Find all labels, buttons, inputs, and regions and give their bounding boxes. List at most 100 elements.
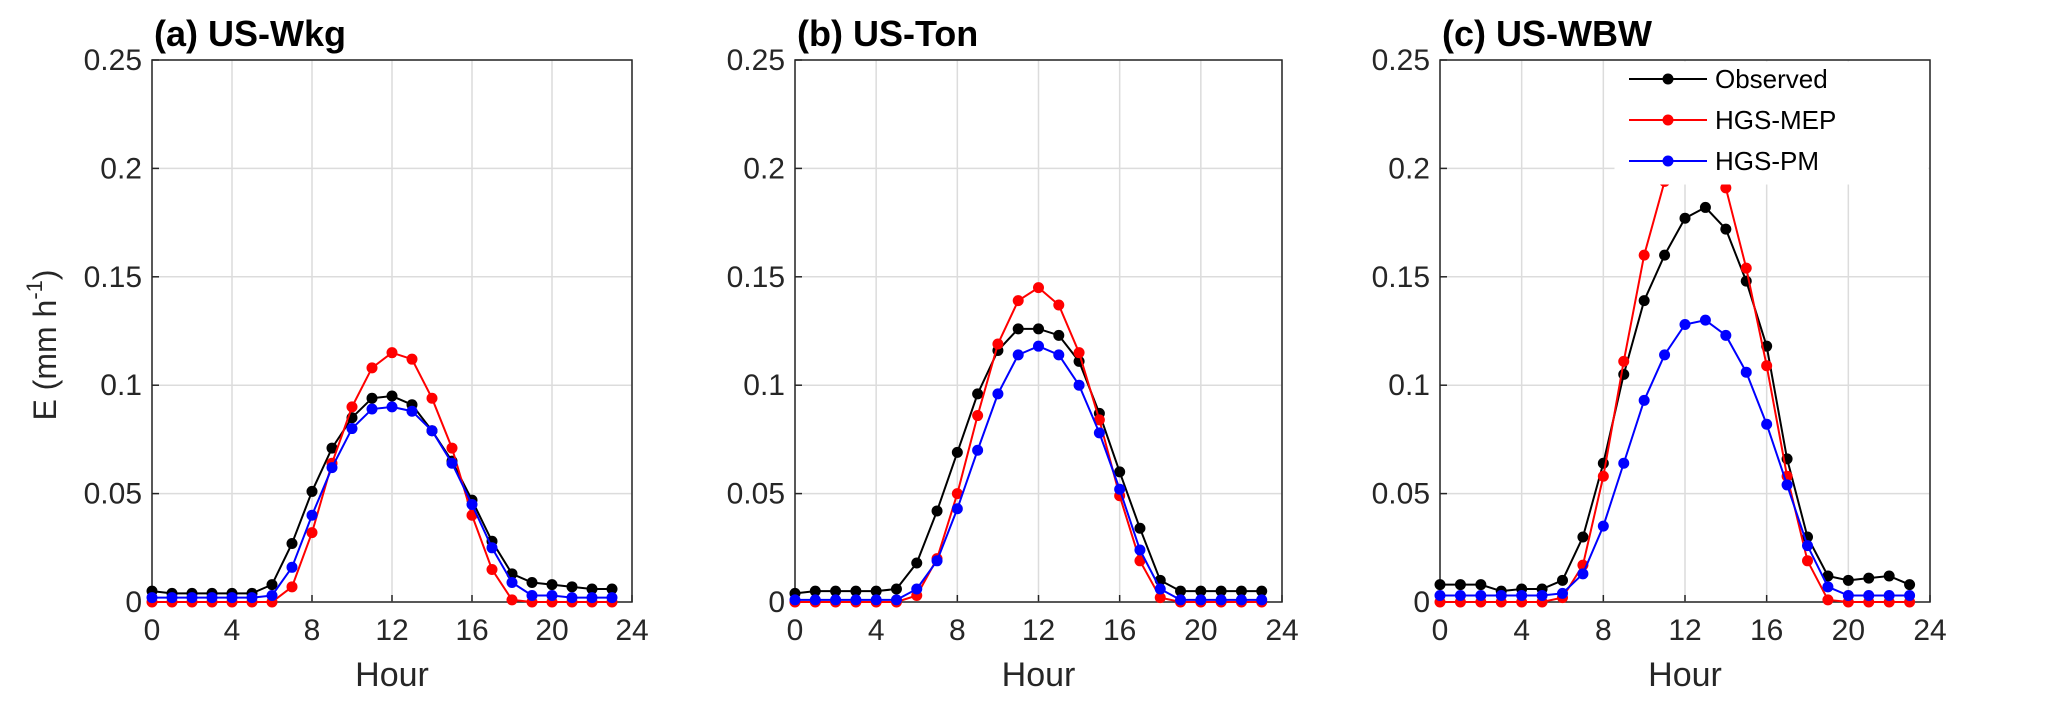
data-point-mep bbox=[366, 362, 378, 374]
data-point-pm bbox=[346, 423, 358, 435]
data-point-observed bbox=[1863, 572, 1875, 584]
data-point-observed bbox=[931, 505, 943, 517]
data-point-observed bbox=[1638, 295, 1650, 307]
y-tick-label: 0.2 bbox=[1388, 152, 1430, 185]
y-tick-label: 0.25 bbox=[1372, 44, 1430, 77]
data-point-pm bbox=[446, 457, 458, 469]
data-point-pm bbox=[1114, 483, 1126, 495]
data-point-pm bbox=[1434, 589, 1446, 601]
data-point-pm bbox=[1012, 349, 1024, 361]
axes-box bbox=[794, 59, 1283, 603]
data-point-pm bbox=[1195, 594, 1207, 606]
data-point-pm bbox=[1536, 589, 1548, 601]
data-point-pm bbox=[366, 403, 378, 415]
axes-box bbox=[151, 59, 633, 603]
data-point-pm bbox=[1761, 418, 1773, 430]
x-tick-label: 20 bbox=[535, 614, 568, 647]
data-point-pm bbox=[1175, 594, 1187, 606]
data-point-observed bbox=[1557, 574, 1568, 586]
data-point-pm bbox=[1577, 568, 1589, 580]
data-point-mep bbox=[1740, 262, 1752, 274]
legend-marker bbox=[1662, 114, 1674, 126]
data-point-observed bbox=[1842, 574, 1854, 586]
data-point-pm bbox=[1134, 544, 1146, 556]
data-point-pm bbox=[809, 594, 821, 606]
data-point-pm bbox=[566, 592, 578, 604]
data-point-pm bbox=[246, 592, 258, 604]
x-tick-label: 20 bbox=[1832, 614, 1865, 647]
data-point-mep bbox=[1720, 182, 1732, 194]
x-tick-label: 20 bbox=[1184, 614, 1217, 647]
data-point-mep bbox=[1093, 414, 1105, 426]
data-point-observed bbox=[911, 557, 923, 569]
series-line-observed bbox=[794, 327, 1262, 595]
data-point-pm bbox=[386, 401, 398, 413]
x-tick-label: 4 bbox=[224, 614, 241, 647]
data-point-observed bbox=[850, 585, 862, 597]
y-tick-label: 0 bbox=[1413, 586, 1430, 619]
data-point-observed bbox=[1659, 249, 1671, 261]
legend-label: HGS-PM bbox=[1715, 146, 1819, 176]
x-tick-label: 16 bbox=[1103, 614, 1136, 647]
chart-title: (a) US-Wkg bbox=[154, 13, 346, 54]
data-point-pm bbox=[1557, 587, 1568, 599]
data-point-pm bbox=[166, 592, 178, 604]
data-point-pm bbox=[1215, 594, 1227, 606]
data-point-observed bbox=[546, 579, 558, 591]
data-point-observed bbox=[890, 583, 902, 595]
chart-panel-2: 0 4 8 12 16 20 24 0 0.05 0.1 0.15 0.2 0.25 (b) US-Ton… bbox=[727, 13, 1299, 694]
series-line-mep bbox=[1440, 132, 1910, 603]
x-axis-label: Hour bbox=[1648, 656, 1722, 694]
data-point-pm bbox=[226, 592, 238, 604]
x-tick-label: 0 bbox=[787, 614, 804, 647]
data-point-observed bbox=[326, 442, 338, 454]
data-point-observed bbox=[972, 388, 984, 400]
data-point-pm bbox=[486, 542, 498, 554]
x-tick-label: 8 bbox=[949, 614, 966, 647]
data-point-observed bbox=[1195, 585, 1207, 597]
series-line-pm bbox=[795, 345, 1262, 601]
x-tick-label: 12 bbox=[375, 614, 408, 647]
data-point-observed bbox=[1904, 579, 1916, 591]
data-point-observed bbox=[566, 581, 578, 593]
data-point-mep bbox=[972, 410, 984, 422]
y-tick-label: 0.15 bbox=[84, 261, 142, 294]
data-point-pm bbox=[911, 583, 923, 595]
data-point-mep bbox=[406, 353, 418, 365]
data-point-mep bbox=[1154, 592, 1166, 604]
data-point-observed bbox=[266, 579, 278, 591]
data-point-pm bbox=[1904, 589, 1916, 601]
data-point-pm bbox=[1781, 479, 1793, 491]
data-point-observed bbox=[1235, 585, 1247, 597]
data-point-observed bbox=[606, 583, 618, 595]
data-point-pm bbox=[1638, 394, 1650, 406]
data-point-mep bbox=[1761, 360, 1773, 372]
data-point-pm bbox=[586, 592, 598, 604]
data-point-mep bbox=[426, 392, 438, 404]
data-point-observed bbox=[286, 537, 298, 549]
data-point-pm bbox=[992, 388, 1004, 400]
y-tick-label: 0.25 bbox=[84, 44, 142, 77]
y-tick-label: 0.05 bbox=[1372, 478, 1430, 511]
data-point-pm bbox=[466, 498, 478, 510]
data-point-pm bbox=[1475, 589, 1487, 601]
data-point-mep bbox=[286, 581, 298, 593]
data-point-pm bbox=[326, 462, 338, 474]
series-line-mep bbox=[152, 351, 612, 603]
x-axis-label: Hour bbox=[355, 656, 429, 694]
data-point-observed bbox=[1699, 201, 1711, 213]
data-point-observed bbox=[386, 390, 398, 402]
data-point-pm bbox=[286, 561, 298, 573]
data-point-pm bbox=[1802, 540, 1813, 552]
data-point-observed bbox=[1434, 579, 1446, 591]
data-point-mep bbox=[1012, 295, 1024, 307]
y-axis-label: E (mm h-1) bbox=[22, 269, 63, 420]
data-point-observed bbox=[1175, 585, 1187, 597]
data-point-pm bbox=[1093, 427, 1105, 439]
x-axis-label: Hour bbox=[1002, 656, 1076, 694]
x-tick-label: 16 bbox=[455, 614, 488, 647]
data-point-mep bbox=[1802, 555, 1813, 567]
data-point-pm bbox=[1597, 520, 1609, 532]
data-point-pm bbox=[406, 405, 418, 417]
